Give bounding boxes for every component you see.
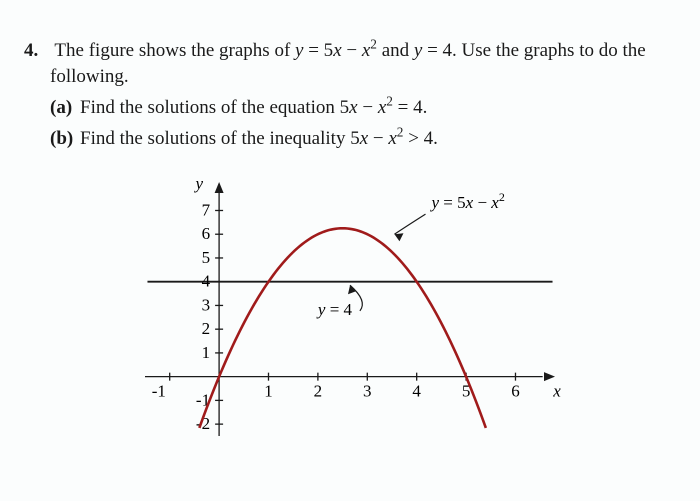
svg-text:2: 2: [314, 382, 323, 401]
chart-figure: -1123456-2-11234567xyy = 5x − x2y = 4: [135, 172, 565, 452]
problem-intro-text: The figure shows the graphs of y = 5x − …: [50, 40, 646, 87]
svg-text:y = 4: y = 4: [316, 300, 353, 319]
problem-number: 4.: [24, 38, 50, 64]
svg-text:1: 1: [264, 382, 273, 401]
svg-text:y: y: [194, 174, 204, 193]
svg-text:3: 3: [363, 382, 372, 401]
svg-text:x: x: [552, 382, 561, 401]
svg-text:3: 3: [202, 296, 211, 315]
part-b: Find the solutions of the inequality 5x …: [50, 124, 650, 154]
svg-text:5: 5: [202, 248, 211, 267]
part-a: Find the solutions of the equation 5x − …: [50, 93, 650, 123]
svg-text:6: 6: [511, 382, 520, 401]
svg-text:1: 1: [202, 343, 211, 362]
svg-text:y = 5x − x2: y = 5x − x2: [430, 190, 505, 212]
svg-text:4: 4: [412, 382, 421, 401]
problem-intro: 4. The figure shows the graphs of y = 5x…: [50, 38, 650, 89]
svg-text:-1: -1: [152, 382, 166, 401]
svg-text:6: 6: [202, 224, 211, 243]
svg-text:7: 7: [202, 201, 211, 220]
svg-text:2: 2: [202, 319, 211, 338]
svg-text:4: 4: [202, 272, 211, 291]
